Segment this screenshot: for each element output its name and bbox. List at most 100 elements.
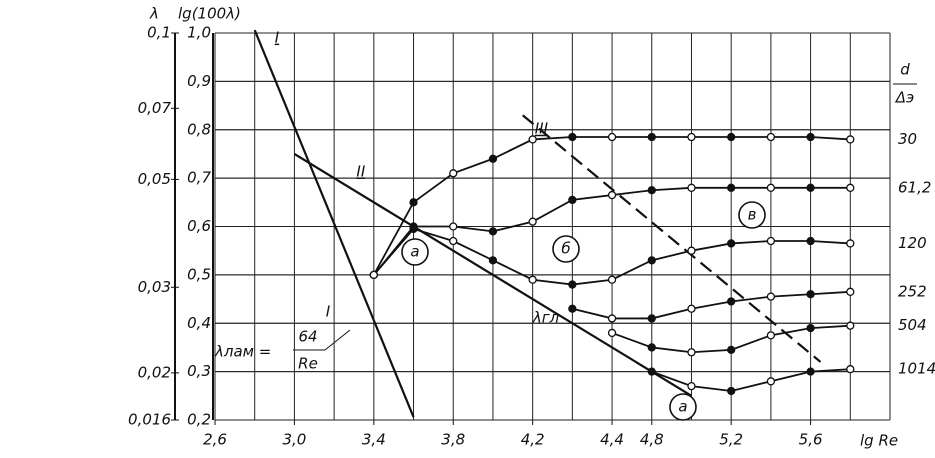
y2-tick-label: 0,016 — [128, 411, 171, 429]
y-tick-label: 0,9 — [187, 72, 211, 90]
annotation-ring — [669, 393, 697, 421]
data-point — [647, 314, 656, 323]
data-point — [449, 236, 458, 246]
data-point — [766, 377, 776, 386]
data-point — [647, 343, 656, 352]
data-point — [687, 132, 696, 142]
y2-tick-label: 0,02 — [138, 363, 171, 381]
series-line — [572, 290, 851, 320]
series-line — [651, 368, 851, 392]
y-tick-label: 0,4 — [187, 314, 211, 332]
data-point — [568, 304, 577, 313]
x-tick-label: 3,4 — [362, 431, 386, 449]
y-tick-label: 1,0 — [187, 24, 211, 42]
data-point — [528, 135, 537, 144]
x-tick-label: 3,0 — [282, 431, 306, 449]
data-point — [846, 239, 855, 248]
data-point — [488, 256, 498, 265]
data-point — [647, 186, 656, 195]
annotation: в — [748, 206, 757, 224]
y-tick-label: 0,3 — [187, 362, 211, 380]
reference-line — [293, 152, 693, 397]
y-axis-label: lg(100λ) — [178, 5, 241, 23]
data-point — [727, 386, 736, 396]
data-point — [806, 236, 815, 246]
annotation: а — [678, 398, 687, 416]
data-point — [766, 292, 776, 301]
x-tick-label: 4,4 — [600, 431, 624, 449]
x-tick-label: 5,2 — [719, 431, 743, 449]
data-point — [647, 367, 656, 376]
legend-label: 120 — [898, 234, 927, 252]
data-point — [846, 183, 855, 192]
annotation-ring — [401, 238, 429, 266]
annotation: I — [326, 303, 331, 321]
y2-tick-label: 0,1 — [147, 24, 171, 42]
y2-tick-label: 0,07 — [138, 99, 172, 117]
data-point — [528, 275, 537, 284]
data-point — [607, 190, 617, 200]
data-point — [727, 345, 736, 355]
data-point — [727, 297, 736, 306]
x-tick-label: 4,2 — [521, 431, 545, 449]
y2-tick-label: 0,05 — [138, 170, 171, 188]
data-point — [806, 323, 815, 333]
reference-line — [522, 114, 822, 363]
legend-label: 252 — [898, 282, 927, 300]
right-label-bottom: Δэ — [895, 89, 915, 107]
data-point — [806, 183, 815, 192]
data-point — [846, 365, 855, 374]
data-point — [846, 321, 855, 330]
right-label-top: d — [900, 61, 910, 79]
data-point — [607, 275, 617, 284]
x-axis-label: lg Re — [860, 432, 898, 450]
data-point — [727, 239, 736, 248]
data-point — [806, 132, 815, 142]
annotation: б — [561, 240, 570, 258]
data-point — [449, 222, 458, 231]
y-tick-label: 0,7 — [187, 169, 211, 187]
data-point — [488, 154, 498, 163]
x-tick-label: 5,6 — [799, 431, 823, 449]
data-point — [766, 331, 776, 340]
legend-label: 61,2 — [898, 178, 931, 196]
reference-line — [253, 29, 415, 418]
y-tick-label: 0,2 — [187, 411, 211, 429]
y2-tick-label: 0,03 — [138, 278, 171, 296]
data-point — [687, 246, 696, 255]
data-point — [727, 183, 736, 192]
reference-label: I — [275, 29, 280, 47]
formula-num: 64 — [298, 328, 317, 346]
data-point — [846, 135, 855, 144]
legend-label: 504 — [898, 316, 927, 334]
data-point — [607, 314, 617, 323]
data-point — [766, 236, 776, 246]
annotation-ring — [738, 201, 766, 229]
data-point — [687, 304, 696, 313]
x-tick-label: 4,8 — [640, 431, 664, 449]
data-point — [409, 198, 418, 207]
data-point — [727, 132, 736, 142]
data-point — [568, 132, 577, 142]
data-point — [766, 183, 776, 192]
data-point — [647, 256, 656, 265]
data-point — [528, 217, 537, 226]
leader — [324, 329, 351, 351]
data-point — [449, 169, 458, 178]
y-tick-label: 0,8 — [187, 120, 211, 138]
legend-label: 30 — [898, 130, 917, 148]
data-point — [647, 132, 656, 142]
annotation: λгл — [532, 309, 560, 327]
data-point — [687, 183, 696, 192]
reference-label: III — [535, 120, 549, 138]
data-point — [806, 367, 815, 376]
x-tick-label: 2,6 — [203, 431, 227, 449]
data-point — [607, 132, 617, 142]
y2-axis-label: λ — [149, 5, 159, 23]
data-point — [846, 287, 855, 296]
x-tick-label: 3,8 — [441, 431, 465, 449]
data-point — [687, 381, 696, 391]
reference-label: II — [356, 162, 365, 180]
y-tick-label: 0,5 — [187, 265, 211, 283]
